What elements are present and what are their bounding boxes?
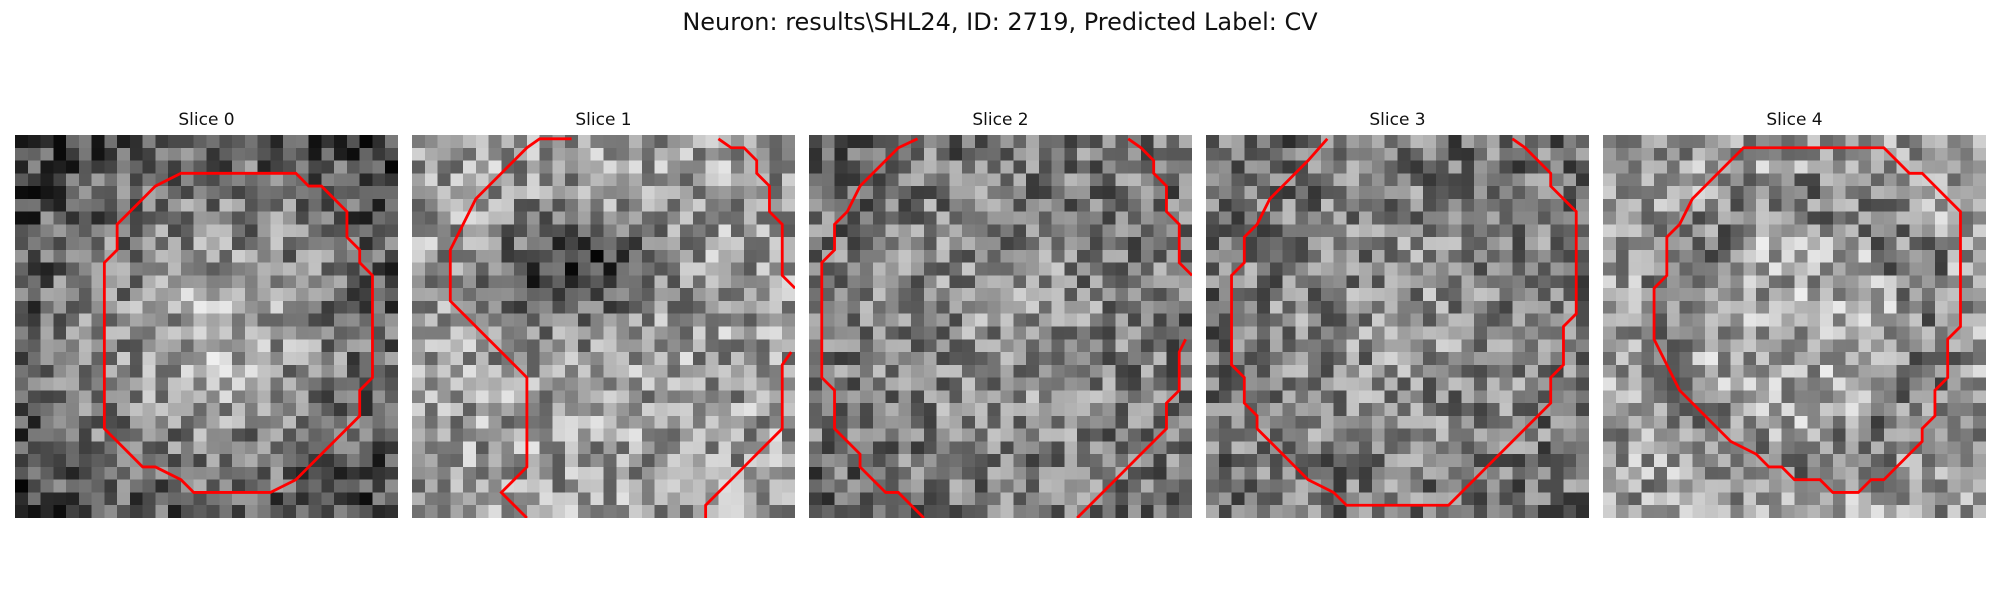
- slice-panel: Slice 3: [1206, 108, 1589, 518]
- slice-image: [1206, 135, 1589, 518]
- slice-title: Slice 2: [972, 110, 1029, 130]
- slice-image: [15, 135, 398, 518]
- slice-panel: Slice 1: [412, 108, 795, 518]
- slice-panel: Slice 0: [15, 108, 398, 518]
- slice-image: [1603, 135, 1986, 518]
- slice-panel: Slice 2: [809, 108, 1192, 518]
- slice-title: Slice 1: [575, 110, 632, 130]
- slice-image: [809, 135, 1192, 518]
- figure-title: Neuron: results\SHL24, ID: 2719, Predict…: [682, 8, 1318, 36]
- slice-image: [412, 135, 795, 518]
- slice-title: Slice 3: [1369, 110, 1426, 130]
- slice-panel: Slice 4: [1603, 108, 1986, 518]
- slice-title: Slice 0: [178, 110, 235, 130]
- slice-title: Slice 4: [1766, 110, 1823, 130]
